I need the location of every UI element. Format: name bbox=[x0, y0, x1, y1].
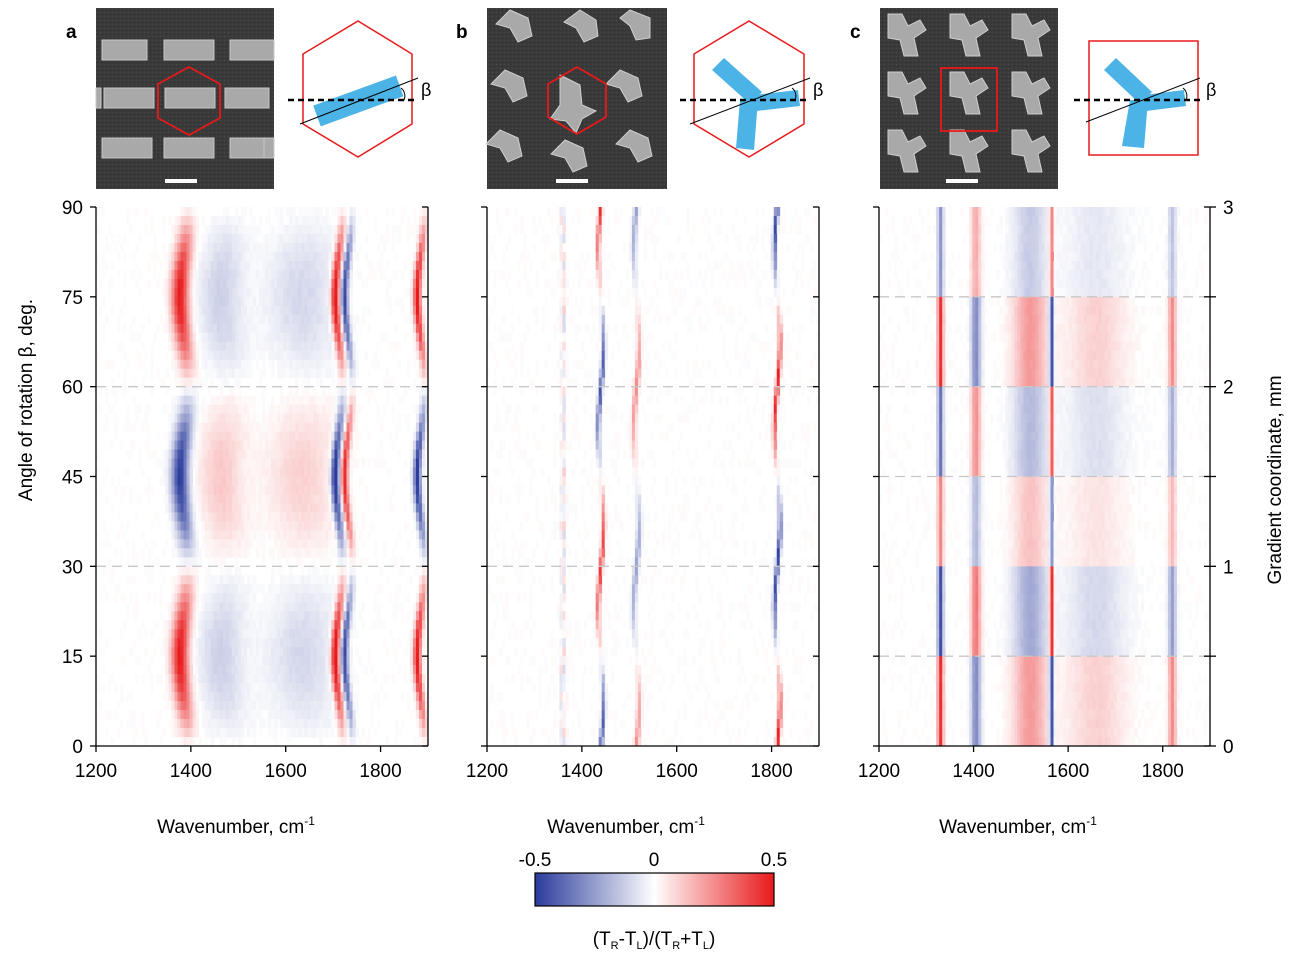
heatmap-panel-c: 1200 1400 1600 1800 0 1 2 3 bbox=[858, 198, 1234, 782]
sem-image-c bbox=[880, 8, 1058, 189]
x-tick-label-b-1800: 1800 bbox=[750, 761, 792, 782]
scale-bar-a bbox=[165, 179, 197, 183]
colorbar-min-label: -0.5 bbox=[519, 850, 552, 871]
unit-cell-schematic-c: β bbox=[1074, 40, 1216, 156]
x-tick-label-a-1400: 1400 bbox=[170, 761, 212, 782]
heatmap-cells-a bbox=[96, 207, 429, 747]
y-axis-title-a: Angle of rotation β, deg. bbox=[16, 299, 37, 501]
heatmap-panel-b: 1200 1400 1600 1800 bbox=[466, 206, 820, 782]
y-tick-label-a-45: 45 bbox=[62, 468, 83, 489]
panel-letter-a: a bbox=[66, 22, 77, 43]
sem-image-a bbox=[95, 8, 275, 189]
colorbar: -0.5 0 0.5 (TR-TL)/(TR+TL) bbox=[519, 850, 788, 952]
panel-letter-c: c bbox=[850, 22, 861, 43]
colorbar-max-label: 0.5 bbox=[761, 850, 787, 871]
scale-bar-c bbox=[946, 179, 978, 183]
y2-tick-label-c-3: 3 bbox=[1223, 198, 1234, 219]
beta-symbol-a: β bbox=[421, 80, 431, 100]
x-tick-label-c-1800: 1800 bbox=[1142, 761, 1184, 782]
y-tick-label-a-60: 60 bbox=[62, 378, 83, 399]
x-axis-title-c-text: Wavenumber, cm bbox=[939, 817, 1086, 838]
y-tick-label-a-0: 0 bbox=[72, 737, 83, 758]
y-tick-label-a-75: 75 bbox=[62, 288, 83, 309]
x-tick-label-c-1600: 1600 bbox=[1047, 761, 1089, 782]
x-axis-title-a: Wavenumber, cm-1 bbox=[157, 814, 315, 838]
panel-letter-b: b bbox=[456, 22, 468, 43]
y2-tick-label-c-2: 2 bbox=[1223, 378, 1234, 399]
heatmap-cells-c bbox=[879, 207, 1211, 747]
x-tick-label-c-1400: 1400 bbox=[952, 761, 994, 782]
y2-tick-label-c-1: 1 bbox=[1223, 557, 1234, 578]
heatmap-cells-b bbox=[487, 207, 820, 747]
x-axis-title-c: Wavenumber, cm-1 bbox=[939, 814, 1097, 838]
x-tick-label-b-1600: 1600 bbox=[656, 761, 698, 782]
unit-cell-schematic-a: β bbox=[288, 20, 431, 158]
x-tick-label-b-1200: 1200 bbox=[466, 761, 508, 782]
colorbar-mid-label: 0 bbox=[649, 850, 660, 871]
beta-symbol-b: β bbox=[813, 80, 823, 100]
x-axis-title-c-sup: -1 bbox=[1086, 814, 1097, 828]
y-tick-label-a-15: 15 bbox=[62, 647, 83, 668]
heatmap-panel-a: 1200 1400 1600 1800 0 15 30 45 60 75 90 bbox=[62, 198, 429, 782]
x-tick-label-c-1200: 1200 bbox=[858, 761, 900, 782]
x-axis-title-a-sup: -1 bbox=[304, 814, 315, 828]
x-axis-title-b: Wavenumber, cm-1 bbox=[547, 814, 705, 838]
beta-symbol-c: β bbox=[1206, 80, 1216, 100]
colorbar-label: (TR-TL)/(TR+TL) bbox=[593, 929, 716, 952]
y-tick-label-a-90: 90 bbox=[62, 198, 83, 219]
y-tick-label-a-30: 30 bbox=[62, 557, 83, 578]
scale-bar-b bbox=[556, 179, 588, 183]
x-tick-label-a-1800: 1800 bbox=[359, 761, 401, 782]
colorbar-gradient bbox=[534, 872, 775, 907]
x-axis-title-b-text: Wavenumber, cm bbox=[547, 817, 694, 838]
x-axis-title-a-text: Wavenumber, cm bbox=[157, 817, 304, 838]
y2-axis-title-c: Gradient coordinate, mm bbox=[1265, 375, 1286, 584]
x-tick-label-a-1200: 1200 bbox=[75, 761, 117, 782]
x-axis-title-b-sup: -1 bbox=[694, 814, 705, 828]
y2-tick-label-c-0: 0 bbox=[1223, 737, 1234, 758]
x-tick-label-b-1400: 1400 bbox=[561, 761, 603, 782]
sem-image-b bbox=[485, 8, 667, 189]
unit-cell-schematic-b: β bbox=[680, 20, 823, 158]
x-tick-label-a-1600: 1600 bbox=[265, 761, 307, 782]
